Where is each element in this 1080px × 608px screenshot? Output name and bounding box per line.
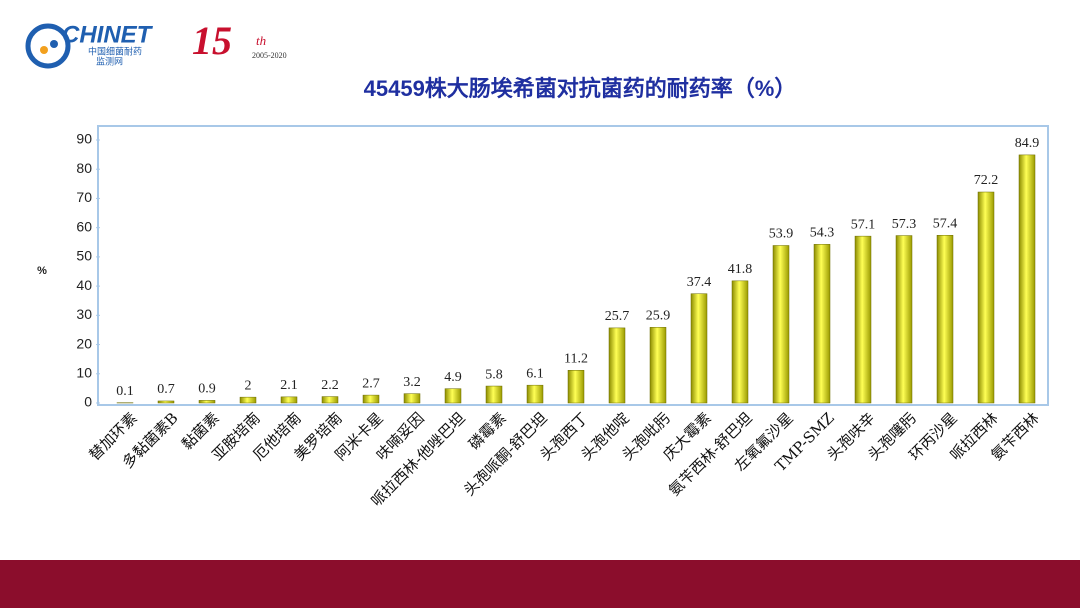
- value-label: 41.8: [728, 262, 753, 277]
- y-tick-label: 60: [76, 218, 92, 234]
- value-label: 0.9: [198, 382, 216, 397]
- y-axis-label: %: [37, 265, 47, 277]
- value-label: 53.9: [769, 227, 794, 242]
- bar: [239, 396, 257, 404]
- value-label: 84.9: [1015, 136, 1040, 151]
- y-tick-label: 0: [84, 394, 92, 410]
- logo-dot: [50, 40, 58, 48]
- bar: [362, 394, 380, 404]
- bar: [485, 385, 503, 404]
- y-tick-label: 40: [76, 277, 92, 293]
- y-tick-label: 90: [76, 131, 92, 147]
- y-tick-label: 70: [76, 189, 92, 205]
- bar: [567, 370, 585, 404]
- bar: [157, 400, 175, 404]
- bar: [977, 191, 995, 404]
- plot-frame: [97, 125, 1049, 406]
- chart-title: 45459株大肠埃希菌对抗菌药的耐药率（%）: [364, 76, 797, 101]
- bar: [608, 327, 626, 404]
- bar: [649, 327, 667, 404]
- bar: [936, 235, 954, 404]
- y-tick-label: 80: [76, 160, 92, 176]
- logo-ring: [25, 23, 71, 69]
- y-tick-label: 50: [76, 248, 92, 264]
- value-label: 2.1: [280, 378, 298, 393]
- value-label: 57.3: [892, 217, 917, 232]
- value-label: 5.8: [485, 367, 503, 382]
- bar: [731, 280, 749, 404]
- value-label: 3.2: [403, 375, 421, 390]
- value-label: 57.1: [851, 217, 876, 232]
- value-label: 0.7: [157, 382, 175, 397]
- y-tick-label: 20: [76, 335, 92, 351]
- value-label: 2.2: [321, 378, 339, 393]
- value-label: 4.9: [444, 370, 462, 385]
- bar: [690, 293, 708, 404]
- bar: [895, 235, 913, 404]
- logo: CHINET 中国细菌耐药 监测网 15 th 2005-2020: [25, 18, 287, 69]
- value-label: 25.7: [605, 309, 630, 324]
- bar: [403, 393, 421, 404]
- footer-band: [0, 560, 1080, 608]
- bar: [772, 245, 790, 404]
- value-label: 57.4: [933, 216, 958, 231]
- logo-subtitle: 监测网: [96, 55, 123, 66]
- value-label: 25.9: [646, 309, 671, 324]
- value-label: 37.4: [687, 275, 712, 290]
- anniversary: 15: [192, 18, 232, 63]
- y-tick-label: 30: [76, 306, 92, 322]
- bar: [813, 244, 831, 404]
- value-label: 2: [245, 378, 252, 393]
- value-label: 6.1: [526, 366, 544, 381]
- logo-text: CHINET: [62, 21, 154, 48]
- value-label: 72.2: [974, 173, 999, 188]
- value-label: 0.1: [116, 384, 134, 399]
- bar: [1018, 154, 1036, 404]
- value-label: 2.7: [362, 376, 380, 391]
- bar: [321, 396, 339, 404]
- bar: [198, 400, 216, 404]
- bar: [854, 235, 872, 404]
- anniversary-suffix: th: [256, 33, 266, 48]
- logo-dot: [40, 46, 48, 54]
- value-label: 11.2: [564, 351, 588, 366]
- bar: [526, 384, 544, 404]
- value-label: 54.3: [810, 226, 835, 241]
- bar: [444, 388, 462, 404]
- anniversary-years: 2005-2020: [252, 51, 287, 60]
- logo-subtitle: 中国细菌耐药: [88, 45, 142, 56]
- bar: [280, 396, 298, 404]
- y-tick-label: 10: [76, 364, 92, 380]
